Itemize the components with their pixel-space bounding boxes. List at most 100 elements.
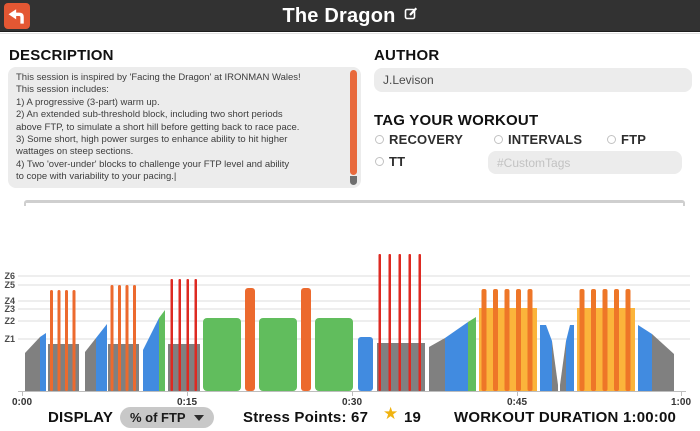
chart-segment[interactable]	[178, 279, 182, 391]
chart-segment[interactable]	[652, 334, 674, 391]
chart-segment[interactable]	[481, 289, 487, 391]
chart-segment[interactable]	[408, 254, 412, 391]
chart-segment[interactable]	[40, 333, 46, 391]
chart-segment[interactable]	[591, 289, 596, 391]
chart-segment[interactable]	[516, 289, 521, 391]
stress-points: Stress Points: 67	[243, 409, 368, 426]
chart-segment[interactable]	[143, 318, 159, 391]
pencil-edit-icon	[404, 7, 417, 20]
author-input[interactable]	[374, 68, 692, 92]
description-scrollbar[interactable]	[350, 70, 357, 185]
radio-circle-icon[interactable]	[375, 134, 384, 144]
chart-segment[interactable]	[259, 318, 297, 391]
description-text: This session is inspired by 'Facing the …	[16, 72, 301, 183]
time-axis-tick	[187, 391, 188, 396]
chart-segment[interactable]	[50, 290, 53, 391]
chart-segment[interactable]	[429, 338, 445, 391]
duration-label: WORKOUT DURATION	[454, 409, 619, 426]
zone-label: Z6	[4, 271, 15, 281]
time-axis-label: 0:00	[11, 397, 33, 408]
chart-segment[interactable]	[186, 279, 190, 391]
time-axis-tick	[681, 391, 682, 396]
chart-segment[interactable]	[378, 254, 382, 391]
chart-segment[interactable]	[358, 337, 373, 391]
chart-segment[interactable]	[602, 289, 608, 391]
description-textarea[interactable]: This session is inspired by 'Facing the …	[8, 67, 361, 188]
time-axis-tick	[22, 391, 23, 396]
chart-segment[interactable]	[125, 285, 129, 391]
chart-segment[interactable]	[110, 285, 114, 391]
chart-segment[interactable]	[625, 289, 631, 391]
chart-segment[interactable]	[315, 318, 353, 391]
description-label: DESCRIPTION	[9, 47, 114, 64]
radio-tt[interactable]: TT	[375, 153, 405, 169]
back-button[interactable]	[4, 3, 30, 29]
chart-segment[interactable]	[540, 325, 552, 391]
chart-segment[interactable]	[65, 290, 68, 391]
chart-segment[interactable]	[72, 290, 76, 391]
chart-segment[interactable]	[159, 310, 165, 391]
workout-chart[interactable]	[18, 250, 690, 391]
chart-segment[interactable]	[118, 285, 121, 391]
chart-segment[interactable]	[57, 290, 61, 391]
display-value: % of FTP	[130, 410, 186, 425]
zone-label: Z3	[4, 304, 15, 314]
time-axis-label: 0:30	[341, 397, 363, 408]
chart-segment[interactable]	[388, 254, 392, 391]
custom-tags-input[interactable]	[488, 151, 682, 174]
chart-segment[interactable]	[96, 324, 107, 391]
scrollbar-thumb[interactable]	[350, 70, 357, 175]
chart-segment[interactable]	[445, 322, 468, 391]
zone-label: Z5	[4, 280, 15, 290]
chart-segment[interactable]	[614, 289, 619, 391]
chart-segment[interactable]	[85, 338, 96, 391]
return-arrow-icon	[8, 9, 24, 24]
scrollbar-track-end	[350, 176, 357, 185]
page-title: The Dragon	[282, 4, 396, 27]
chart-segment[interactable]	[579, 289, 585, 391]
chart-segment[interactable]	[552, 341, 558, 391]
header-divider	[0, 33, 700, 34]
duration-value: 1:00:00	[622, 409, 677, 426]
chart-segment[interactable]	[398, 254, 402, 391]
time-axis-tick	[517, 391, 518, 396]
chart-segment[interactable]	[638, 325, 652, 391]
author-label: AUTHOR	[374, 47, 440, 64]
workout-duration: WORKOUT DURATION 1:00:00	[454, 409, 676, 426]
workout-chart-svg	[18, 254, 690, 391]
chart-segment[interactable]	[301, 288, 311, 391]
chart-range-slider[interactable]	[24, 200, 685, 206]
chart-segment[interactable]	[133, 285, 136, 391]
time-axis: 0:00 0:15 0:30 0:45 1:00	[0, 391, 700, 413]
chart-segment[interactable]	[504, 289, 510, 391]
radio-circle-icon[interactable]	[375, 156, 384, 166]
chart-segment[interactable]	[468, 317, 476, 391]
chart-segment[interactable]	[560, 341, 566, 391]
time-axis-label: 0:15	[176, 397, 198, 408]
zone-axis: Z6 Z5 Z4 Z3 Z2 Z1	[0, 250, 16, 391]
chart-segment[interactable]	[527, 289, 533, 391]
chart-segment[interactable]	[418, 254, 422, 391]
chevron-down-icon	[193, 414, 204, 421]
chart-segment[interactable]	[25, 337, 40, 391]
star-count: 19	[404, 409, 422, 426]
radio-circle-icon[interactable]	[607, 134, 616, 144]
radio-recovery[interactable]: RECOVERY	[375, 131, 463, 147]
zone-label: Z4	[4, 296, 15, 306]
chart-segment[interactable]	[493, 289, 498, 391]
radio-circle-icon[interactable]	[494, 134, 503, 144]
header-bar: The Dragon	[0, 0, 700, 32]
chart-segment[interactable]	[203, 318, 241, 391]
zone-label: Z1	[4, 334, 15, 344]
radio-intervals[interactable]: INTERVALS	[494, 131, 582, 147]
radio-ftp[interactable]: FTP	[607, 131, 646, 147]
time-axis-tick	[352, 391, 353, 396]
display-dropdown[interactable]: % of FTP	[120, 407, 214, 428]
chart-segment[interactable]	[194, 279, 198, 391]
display-label: DISPLAY	[48, 409, 114, 426]
chart-segment[interactable]	[170, 279, 174, 391]
edit-title-button[interactable]	[404, 6, 418, 20]
chart-segment[interactable]	[566, 325, 574, 391]
chart-segment[interactable]	[245, 288, 255, 391]
